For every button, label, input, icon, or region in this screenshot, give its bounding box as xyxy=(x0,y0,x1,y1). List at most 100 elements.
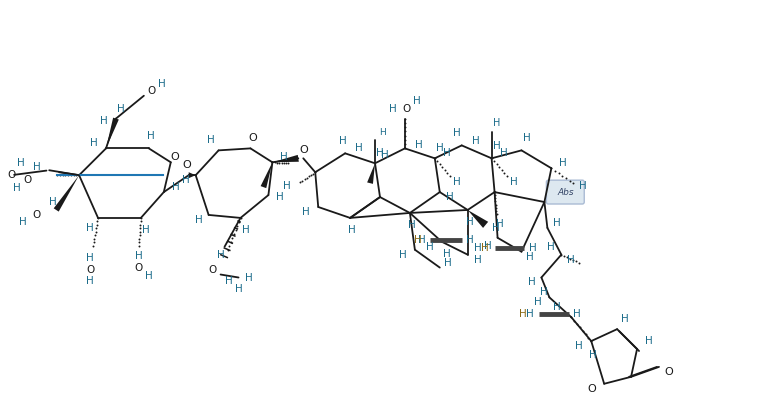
Text: H: H xyxy=(389,103,397,114)
Text: H: H xyxy=(472,137,480,146)
Text: H: H xyxy=(575,341,583,351)
Text: H: H xyxy=(466,217,473,227)
Text: H: H xyxy=(547,242,556,252)
Text: O: O xyxy=(248,133,257,144)
Text: H: H xyxy=(553,218,561,228)
Text: H: H xyxy=(242,225,249,235)
Text: H: H xyxy=(559,158,567,168)
Text: H: H xyxy=(492,142,500,151)
Text: H: H xyxy=(499,148,508,158)
Text: O: O xyxy=(32,210,40,220)
Text: H: H xyxy=(528,243,537,253)
Text: H: H xyxy=(443,148,451,158)
Text: H: H xyxy=(90,138,98,148)
Text: H: H xyxy=(443,249,451,258)
Text: H: H xyxy=(145,270,153,281)
Text: O: O xyxy=(170,152,179,162)
Text: H: H xyxy=(526,309,534,319)
Text: O: O xyxy=(182,160,191,170)
Text: H: H xyxy=(14,183,21,193)
Text: H: H xyxy=(413,96,421,106)
Text: H: H xyxy=(381,151,389,160)
Text: H: H xyxy=(540,288,547,297)
Text: H: H xyxy=(518,309,527,319)
Text: H: H xyxy=(414,235,422,245)
Text: H: H xyxy=(235,284,242,294)
Text: H: H xyxy=(446,192,454,202)
Text: H: H xyxy=(135,251,143,261)
Text: H: H xyxy=(245,272,252,283)
Text: O: O xyxy=(403,103,411,114)
Text: Abs: Abs xyxy=(557,188,574,197)
Text: H: H xyxy=(453,128,461,139)
Text: H: H xyxy=(277,192,284,202)
Text: H: H xyxy=(473,255,482,265)
Text: H: H xyxy=(117,103,125,114)
Text: H: H xyxy=(348,225,356,235)
Text: O: O xyxy=(135,263,143,272)
Text: H: H xyxy=(527,277,535,288)
Text: H: H xyxy=(523,133,530,144)
Text: H: H xyxy=(158,79,166,89)
Text: H: H xyxy=(553,302,561,312)
Text: H: H xyxy=(415,140,423,151)
Text: H: H xyxy=(217,249,224,260)
Text: H: H xyxy=(339,137,347,146)
Text: H: H xyxy=(473,243,482,253)
Text: H: H xyxy=(573,309,581,319)
Text: H: H xyxy=(376,148,384,158)
Text: H: H xyxy=(86,223,94,233)
Text: H: H xyxy=(493,117,500,128)
Text: H: H xyxy=(207,135,214,146)
Text: O: O xyxy=(8,170,15,180)
Text: H: H xyxy=(86,276,94,286)
Text: H: H xyxy=(496,219,503,229)
Text: H: H xyxy=(283,181,291,191)
Text: O: O xyxy=(147,86,156,96)
Text: H: H xyxy=(379,128,386,137)
Text: H: H xyxy=(399,249,407,260)
Text: H: H xyxy=(436,144,444,153)
Polygon shape xyxy=(261,162,272,188)
Polygon shape xyxy=(272,155,299,162)
Text: H: H xyxy=(20,217,27,227)
Polygon shape xyxy=(367,163,375,184)
Text: H: H xyxy=(534,297,541,307)
Polygon shape xyxy=(106,118,119,148)
Text: H: H xyxy=(466,235,473,245)
Text: H: H xyxy=(17,158,25,168)
Text: O: O xyxy=(299,145,308,155)
Text: O: O xyxy=(664,367,673,377)
Text: H: H xyxy=(453,177,461,187)
Text: H: H xyxy=(579,181,587,191)
Text: H: H xyxy=(621,314,629,324)
Text: H: H xyxy=(195,215,203,225)
Text: H: H xyxy=(483,241,492,251)
Polygon shape xyxy=(467,210,488,228)
Text: H: H xyxy=(510,177,518,187)
Text: H: H xyxy=(568,255,575,265)
Text: O: O xyxy=(587,384,597,394)
Text: H: H xyxy=(142,225,150,235)
Text: H: H xyxy=(100,116,108,126)
Text: H: H xyxy=(182,175,189,185)
Text: O: O xyxy=(208,265,217,274)
Text: H: H xyxy=(526,252,534,262)
Text: H: H xyxy=(589,350,597,360)
Text: H: H xyxy=(225,276,233,286)
Text: H: H xyxy=(147,131,155,142)
Text: H: H xyxy=(355,144,363,153)
Text: O: O xyxy=(23,175,31,185)
Text: H: H xyxy=(408,220,416,230)
FancyBboxPatch shape xyxy=(546,180,584,204)
Text: H: H xyxy=(33,162,41,172)
Text: O: O xyxy=(86,265,94,274)
Text: H: H xyxy=(280,152,288,162)
Text: H: H xyxy=(492,223,499,233)
Text: H: H xyxy=(481,243,489,253)
Text: H: H xyxy=(86,253,94,263)
Text: H: H xyxy=(302,207,310,217)
Text: H: H xyxy=(444,258,451,267)
Polygon shape xyxy=(54,175,79,211)
Text: H: H xyxy=(172,182,179,192)
